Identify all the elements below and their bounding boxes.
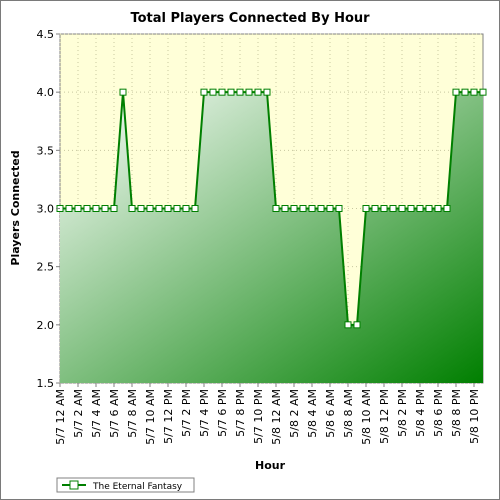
data-point: [155, 205, 163, 212]
axis-layer: 1.5 2.0 2.5 3.0 3.5 4.0 4.5 5/7 12 AM 5/7 2 AM 5/…: [37, 28, 482, 445]
data-point: [254, 88, 262, 96]
data-point: [344, 321, 352, 329]
x-tick-label: 5/8 8 AM: [342, 389, 355, 438]
data-point: [245, 88, 253, 96]
data-point: [74, 205, 82, 212]
y-tick-label: 4.5: [37, 28, 55, 41]
y-tick-label: 4.0: [37, 86, 55, 99]
x-tick-label: 5/7 4 AM: [90, 389, 103, 438]
x-tick-label: 5/7 4 PM: [198, 389, 211, 437]
data-point: [317, 205, 325, 212]
x-tick-label: 5/7 12 AM: [54, 389, 67, 445]
data-point: [479, 88, 487, 96]
x-tick-label: 5/7 10 AM: [144, 389, 157, 445]
x-tick-label: 5/8 10 AM: [360, 389, 373, 445]
data-point: [137, 205, 145, 212]
x-tick-label: 5/7 10 PM: [252, 389, 265, 444]
data-point: [263, 88, 271, 96]
data-point: [326, 205, 334, 212]
series-area: [60, 92, 483, 384]
data-point: [470, 88, 478, 96]
x-tick-label: 5/8 8 PM: [450, 389, 463, 437]
data-point: [380, 205, 388, 212]
data-point: [83, 205, 91, 212]
x-tick-label: 5/8 4 AM: [306, 389, 319, 438]
y-tick-label: 3.0: [37, 203, 55, 216]
legend-box: [56, 477, 195, 493]
data-point: [416, 205, 424, 212]
y-axis-label: Players Connected: [9, 150, 22, 265]
x-tick-label: 5/8 2 AM: [288, 389, 301, 438]
y-tick-label: 3.5: [37, 144, 55, 157]
x-tick-label: 5/7 8 PM: [234, 389, 247, 437]
x-tick-label: 5/8 6 AM: [324, 389, 337, 438]
data-point: [227, 88, 235, 96]
data-point: [128, 205, 136, 212]
x-tick-label: 5/7 12 PM: [162, 389, 175, 444]
data-point: [389, 205, 397, 212]
data-point: [362, 205, 370, 212]
data-point: [308, 205, 316, 212]
x-tick-label: 5/7 2 PM: [180, 389, 193, 437]
y-tick-label: 1.5: [37, 377, 55, 390]
data-point: [425, 205, 433, 212]
data-point: [335, 205, 343, 212]
legend-label: The Eternal Fantasy: [92, 482, 183, 492]
marker-layer: [56, 88, 487, 329]
data-point: [236, 88, 244, 96]
data-point: [218, 88, 226, 96]
x-tick-label: 5/8 6 PM: [432, 389, 445, 437]
legend-marker-swatch: [69, 480, 79, 490]
chart-title: Total Players Connected By Hour: [130, 11, 370, 26]
data-point: [92, 205, 100, 212]
data-point: [461, 88, 469, 96]
data-point: [353, 321, 361, 329]
data-point: [119, 88, 127, 96]
x-tick-label: 5/8 12 PM: [378, 389, 391, 444]
data-point: [110, 205, 118, 212]
data-point: [209, 88, 217, 96]
data-point: [452, 88, 460, 96]
data-point: [371, 205, 379, 212]
x-tick-label: 5/8 4 PM: [414, 389, 427, 437]
x-tick-label: 5/8 12 AM: [270, 389, 283, 445]
data-point: [173, 205, 181, 212]
data-point: [272, 205, 280, 212]
y-tick-label: 2.0: [37, 319, 55, 332]
data-point: [398, 205, 406, 212]
data-point: [65, 205, 73, 212]
data-point: [434, 205, 442, 212]
y-tick-label: 2.5: [37, 261, 55, 274]
x-tick-label: 5/7 6 PM: [216, 389, 229, 437]
data-point: [290, 205, 298, 212]
data-point: [200, 88, 208, 96]
x-axis-label: Hour: [255, 459, 286, 472]
legend: The Eternal Fantasy: [56, 477, 195, 493]
data-point: [191, 205, 199, 212]
x-tick-label: 5/7 6 AM: [108, 389, 121, 438]
data-point: [407, 205, 415, 212]
data-point: [281, 205, 289, 212]
data-point: [164, 205, 172, 212]
data-point: [101, 205, 109, 212]
data-point: [299, 205, 307, 212]
data-point: [443, 205, 451, 212]
x-tick-label: 5/8 2 PM: [396, 389, 409, 437]
data-point: [182, 205, 190, 212]
x-tick-label: 5/7 2 AM: [72, 389, 85, 438]
x-tick-label: 5/8 10 PM: [468, 389, 481, 444]
x-tick-label: 5/7 8 AM: [126, 389, 139, 438]
data-point: [146, 205, 154, 212]
